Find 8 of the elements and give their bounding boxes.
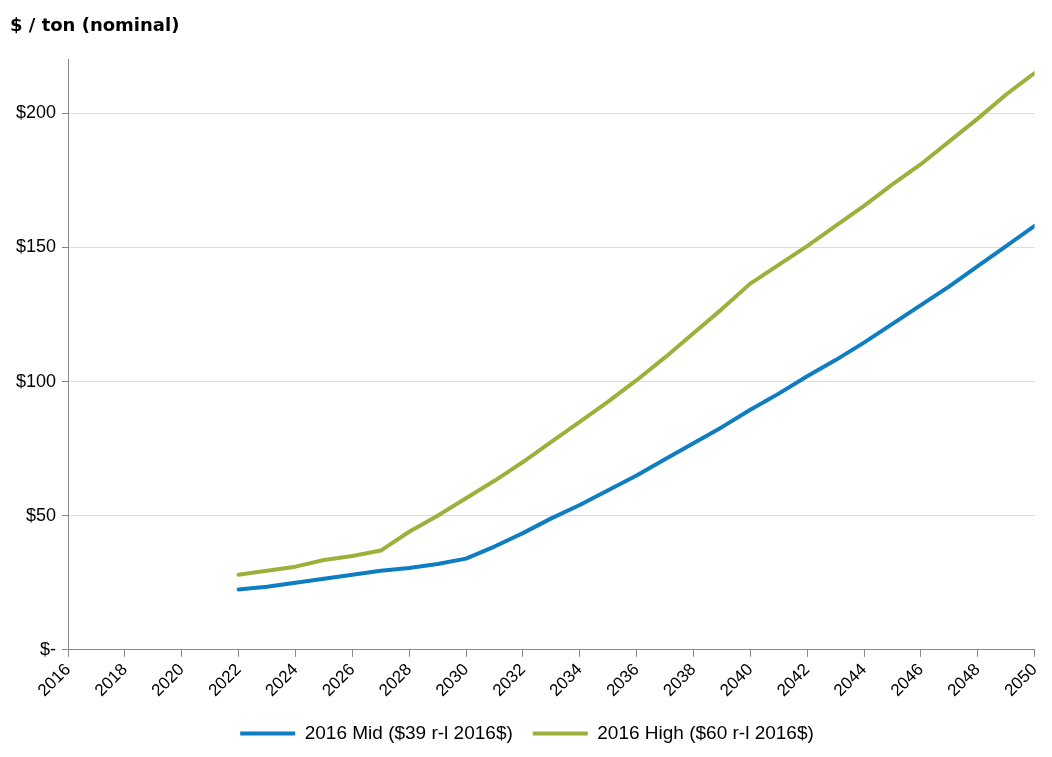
y-tick-label: $-	[40, 638, 57, 659]
legend-label: 2016 High ($60 r-l 2016$)	[597, 721, 814, 743]
y-tick-label: $200	[16, 102, 57, 123]
y-tick-label: $100	[16, 370, 57, 391]
y-tick-label: $150	[16, 236, 57, 257]
y-axis-title: $ / ton (nominal)	[10, 14, 180, 36]
y-tick-label: $50	[26, 504, 57, 525]
legend-label: 2016 Mid ($39 r-l 2016$)	[304, 721, 513, 743]
